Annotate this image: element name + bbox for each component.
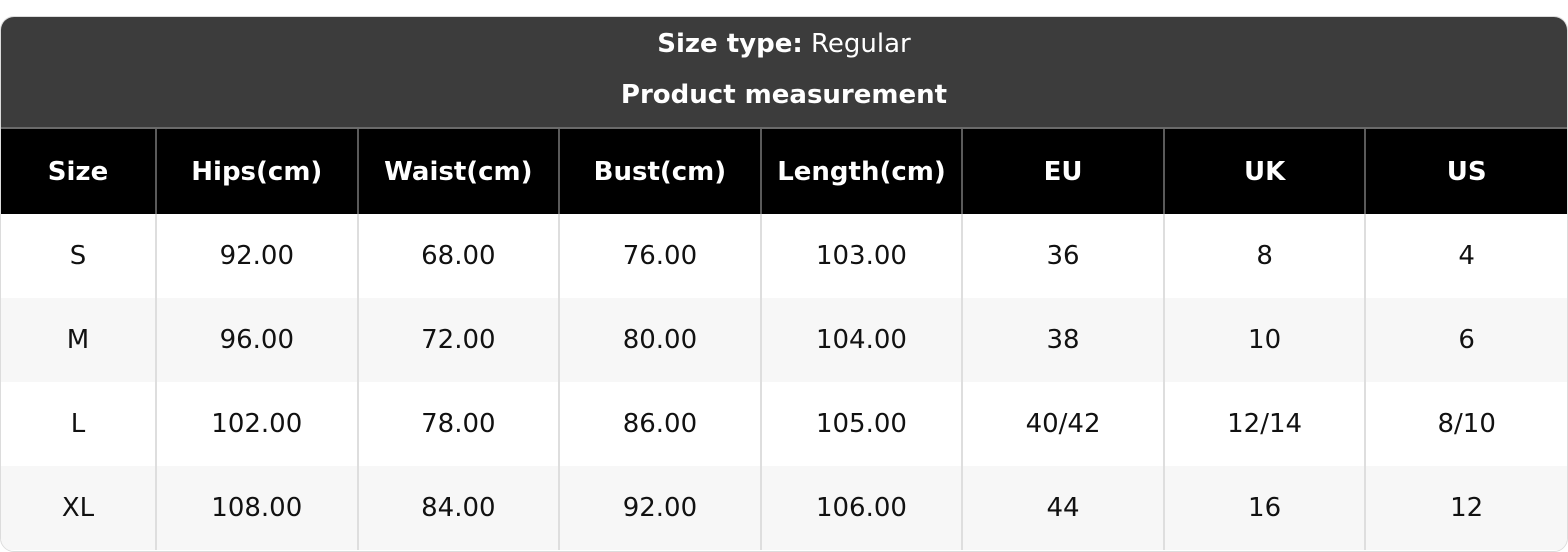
table-cell: XL [1,466,156,550]
section-title: Product measurement [620,80,948,110]
column-header: EU [961,129,1164,214]
table-header-row: Size Hips(cm) Waist(cm) Bust(cm) Length(cm) E… [1,129,1567,214]
measurement-table: Size Hips(cm) Waist(cm) Bust(cm) Length(cm) E… [1,129,1567,550]
size-type-value: Regular [811,29,911,59]
column-header: Waist(cm) [356,129,560,214]
size-type: Size type: Regular [1,17,1567,73]
table-cell: 103.00 [759,214,963,298]
column-header: Hips(cm) [155,129,358,214]
table-cell: 38 [961,298,1164,382]
table-cell: 76.00 [558,214,761,298]
table-cell: 108.00 [155,466,358,550]
table-cell: 12/14 [1162,382,1366,466]
table-cell: 8/10 [1364,382,1567,466]
table-cell: 92.00 [155,214,358,298]
table-cell: 80.00 [558,298,761,382]
size-type-label: Size type: [657,29,803,59]
table-cell: 68.00 [356,214,560,298]
table-row: M 96.00 72.00 80.00 104.00 38 10 6 [1,298,1567,382]
column-header: Bust(cm) [558,129,761,214]
table-cell: 104.00 [759,298,963,382]
table-cell: 105.00 [759,382,963,466]
table-row: S 92.00 68.00 76.00 103.00 36 8 4 [1,214,1567,298]
table-cell: 106.00 [759,466,963,550]
column-header: Length(cm) [759,129,963,214]
size-chart: Size type: Regular Product measurement S… [0,16,1568,552]
table-cell: S [69,241,87,271]
table-cell: 72.00 [356,298,560,382]
table-cell: 102.00 [155,382,358,466]
table-cell: 96.00 [155,298,358,382]
table-cell: 36 [961,214,1164,298]
table-cell: 8 [1162,214,1366,298]
table-cell: 44 [961,466,1164,550]
table-cell: 78.00 [356,382,560,466]
column-header: US [1364,129,1567,214]
table-cell: 4 [1364,214,1567,298]
table-cell: 86.00 [558,382,761,466]
size-chart-header: Size type: Regular Product measurement [1,17,1567,129]
table-cell: 92.00 [558,466,761,550]
table-cell: 10 [1162,298,1366,382]
column-header: UK [1162,129,1366,214]
table-cell: 16 [1162,466,1366,550]
table-cell: M [1,298,156,382]
column-header: Size [1,129,156,214]
table-row: L 102.00 78.00 86.00 105.00 40/42 12/14 8/10 [1,382,1567,466]
table-cell: 84.00 [356,466,560,550]
table-cell: 40/42 [961,382,1164,466]
table-row: XL 108.00 84.00 92.00 106.00 44 16 12 [1,466,1567,550]
table-cell: L [70,409,86,439]
table-cell: 6 [1364,298,1567,382]
table-cell: 12 [1364,466,1567,550]
